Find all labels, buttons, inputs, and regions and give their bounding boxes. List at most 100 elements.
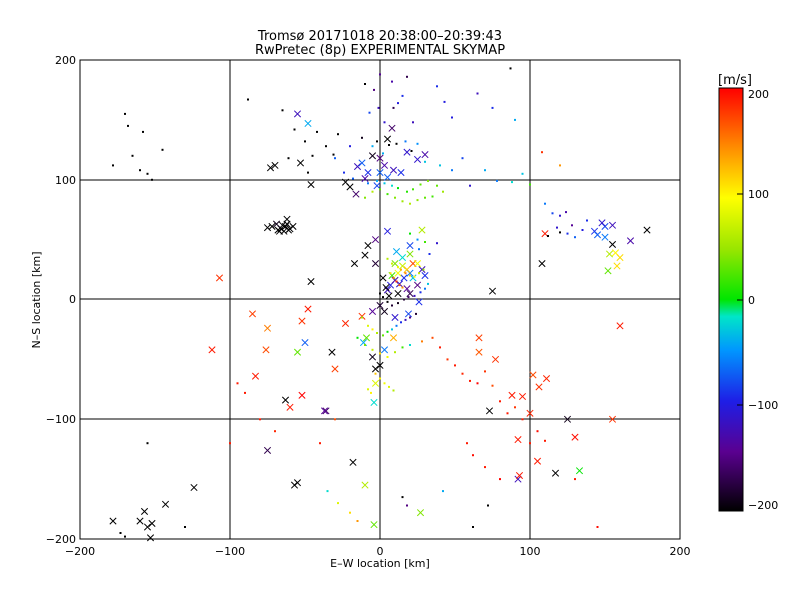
- data-point-x: [263, 224, 272, 232]
- data-point-x: [388, 124, 396, 132]
- data-point-x: [403, 148, 411, 156]
- data-point-dot: [356, 336, 359, 339]
- data-point-dot: [469, 379, 471, 382]
- data-point-dot: [124, 112, 126, 115]
- data-point-dot: [397, 302, 399, 305]
- data-point-x: [413, 155, 422, 163]
- data-point-dot: [409, 274, 411, 277]
- data-point-x: [293, 348, 302, 356]
- data-point-dot: [514, 406, 516, 409]
- data-point-dot: [406, 190, 408, 193]
- data-point-dot: [394, 351, 396, 354]
- data-point-x: [341, 319, 350, 328]
- data-point-x: [208, 346, 216, 354]
- data-point-dot: [386, 300, 389, 303]
- y-tick-label: 0: [69, 293, 76, 306]
- data-point-x: [161, 500, 170, 508]
- data-point-x: [362, 334, 371, 342]
- data-point-x: [146, 534, 155, 542]
- data-point-dot: [541, 151, 543, 154]
- data-point-x: [608, 221, 617, 229]
- data-point-dot: [491, 384, 494, 387]
- data-point-x: [515, 471, 524, 480]
- data-point-dot: [370, 391, 372, 394]
- data-point-dot: [454, 364, 456, 367]
- data-point-x: [398, 262, 407, 270]
- data-point-dot: [446, 358, 449, 361]
- data-point-dot: [566, 232, 569, 235]
- data-point-dot: [407, 296, 410, 299]
- data-point-x: [421, 271, 429, 280]
- data-point-x: [301, 339, 309, 347]
- data-point-x: [331, 365, 339, 373]
- chart-title: Tromsø 20171018 20:38:00–20:39:43: [257, 29, 502, 44]
- data-point-x: [376, 301, 384, 310]
- data-point-dot: [442, 190, 444, 193]
- data-point-x: [262, 346, 270, 354]
- data-point-dot: [382, 152, 384, 155]
- data-point-x: [266, 164, 275, 172]
- data-point-dot: [409, 202, 411, 205]
- data-point-dot: [419, 291, 422, 294]
- data-point-dot: [529, 442, 531, 445]
- data-point-dot: [466, 442, 468, 445]
- data-point-dot: [476, 382, 479, 385]
- data-point-x: [304, 305, 312, 313]
- data-point-dot: [337, 502, 339, 505]
- data-point-dot: [127, 124, 129, 127]
- data-point-dot: [412, 188, 414, 191]
- data-point-dot: [409, 316, 411, 319]
- data-point-dot: [536, 430, 539, 433]
- data-point-x: [322, 407, 330, 415]
- data-point-x: [298, 391, 306, 399]
- data-point-dot: [436, 184, 438, 187]
- data-point-dot: [472, 454, 474, 457]
- data-point-dot: [316, 130, 318, 133]
- data-point-dot: [406, 504, 408, 507]
- data-point-dot: [281, 109, 284, 112]
- data-point-x: [533, 457, 542, 465]
- data-point-x: [593, 231, 602, 239]
- data-point-dot: [311, 154, 314, 157]
- data-point-dot: [367, 388, 369, 391]
- data-point-x: [382, 283, 390, 292]
- data-point-dot: [469, 184, 471, 187]
- x-tick-label: −200: [65, 545, 95, 558]
- data-point-x: [358, 312, 366, 320]
- data-point-dot: [184, 526, 186, 528]
- data-point-x: [514, 475, 522, 483]
- data-point-dot: [551, 212, 554, 215]
- data-point-dot: [431, 336, 434, 339]
- data-point-dot: [382, 334, 384, 337]
- data-point-x: [563, 415, 572, 423]
- x-tick-label: 100: [520, 545, 541, 558]
- data-point-dot: [391, 262, 393, 265]
- data-point-dot: [383, 182, 386, 185]
- x-tick-label: 200: [670, 545, 691, 558]
- data-point-dot: [391, 80, 393, 83]
- data-point-x: [215, 274, 224, 282]
- data-point-dot: [484, 370, 486, 373]
- data-point-x: [389, 334, 398, 342]
- data-point-x: [349, 458, 357, 466]
- data-point-dot: [472, 526, 474, 528]
- data-point-dot: [509, 67, 512, 70]
- data-point-dot: [274, 430, 276, 433]
- data-point-dot: [461, 372, 464, 375]
- data-point-dot: [368, 111, 371, 114]
- data-point-dot: [349, 511, 351, 514]
- data-point-x: [391, 260, 399, 268]
- data-point-x: [136, 517, 144, 525]
- data-point-dot: [416, 238, 419, 241]
- data-point-dot: [422, 268, 425, 271]
- y-tick-label: 200: [55, 54, 76, 67]
- data-point-x: [613, 262, 621, 270]
- data-point-dot: [388, 385, 390, 388]
- data-point-dot: [439, 164, 441, 167]
- data-point-dot: [367, 324, 369, 327]
- data-point-dot: [371, 348, 374, 351]
- data-point-x: [406, 242, 414, 250]
- data-point-x: [542, 374, 551, 383]
- data-point-x: [421, 151, 429, 159]
